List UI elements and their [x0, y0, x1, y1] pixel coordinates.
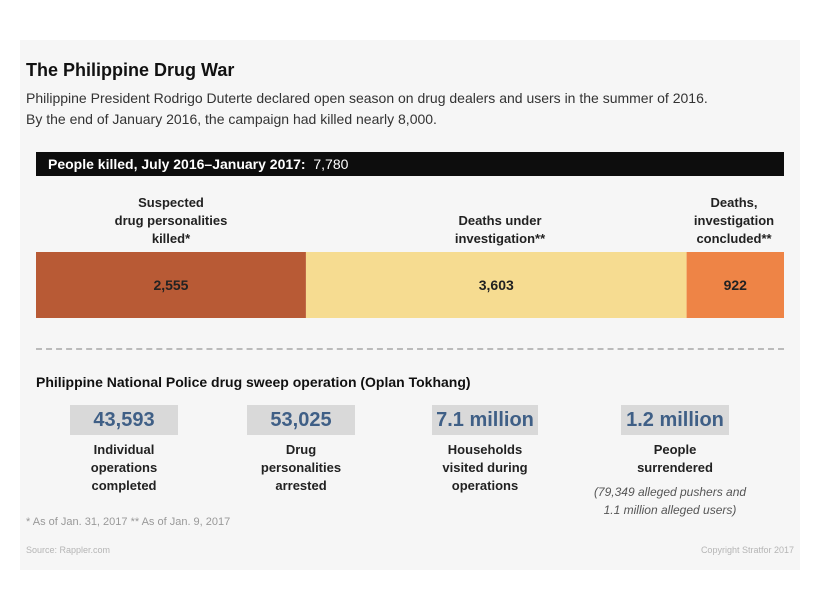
category-label-line: drug personalities	[114, 213, 228, 228]
copyright: Copyright Stratfor 2017	[700, 545, 794, 555]
stat-label-line: operations	[90, 460, 158, 475]
divider	[36, 348, 784, 350]
stat-label-line: completed	[91, 478, 157, 493]
stat-surrendered-value: 1.2 million	[621, 405, 729, 435]
subtitle: Philippine President Rodrigo Duterte dec…	[26, 88, 786, 130]
category-label-line: Suspected	[138, 195, 204, 210]
stat-households-label: Households visited during operations	[425, 441, 545, 495]
page-title: The Philippine Drug War	[26, 60, 235, 80]
stat-label-line: visited during	[442, 460, 528, 475]
bar-value-label-0: 2,555	[153, 277, 188, 293]
category-label-line: killed*	[151, 231, 191, 246]
surrendered-note: (79,349 alleged pushers and 1.1 million …	[580, 483, 760, 519]
bar-value-label-1: 3,603	[479, 277, 514, 293]
stat-label-line: surrendered	[637, 460, 713, 475]
stat-arrested-value: 53,025	[247, 405, 355, 435]
bar-segment-0	[36, 252, 306, 318]
stat-label-line: People	[653, 442, 697, 457]
category-label-line: Deaths,	[710, 195, 758, 210]
stat-label-line: operations	[451, 478, 519, 493]
note-line: (79,349 alleged pushers and	[593, 485, 747, 499]
stat-label-line: Drug	[285, 442, 317, 457]
subtitle-line-2: By the end of January 2016, the campaign…	[26, 111, 437, 127]
stat-label-line: personalities	[260, 460, 342, 475]
category-label-line: investigation	[693, 213, 775, 228]
bar-value-label-2: 922	[724, 277, 748, 293]
category-label-under-investigation: Deaths under investigation**	[425, 212, 575, 248]
stat-label-line: arrested	[275, 478, 327, 493]
category-label-suspected: Suspected drug personalities killed*	[96, 194, 246, 248]
footnotes: * As of Jan. 31, 2017 ** As of Jan. 9, 2…	[26, 516, 231, 528]
pnp-section-title: Philippine National Police drug sweep op…	[36, 374, 471, 390]
category-label-line: concluded**	[696, 231, 772, 246]
stat-operations-label: Individual operations completed	[64, 441, 184, 495]
bar-segment-1	[305, 252, 687, 318]
category-label-line: Deaths under	[458, 213, 542, 228]
bar-segment-2	[686, 252, 784, 318]
category-label-concluded: Deaths, investigation concluded**	[676, 194, 792, 248]
subtitle-line-1: Philippine President Rodrigo Duterte dec…	[26, 90, 708, 106]
total-killed-value: 7,780	[313, 156, 349, 172]
source-credit: Source: Rappler.com	[26, 545, 111, 555]
stat-surrendered-label: People surrendered	[615, 441, 735, 477]
stat-label-line: Individual	[93, 442, 155, 457]
stat-operations-value: 43,593	[70, 405, 178, 435]
stat-arrested-label: Drug personalities arrested	[241, 441, 361, 495]
category-label-line: investigation**	[454, 231, 546, 246]
stat-households-value: 7.1 million	[432, 405, 538, 435]
total-killed-header: People killed, July 2016–January 2017: 7…	[36, 152, 784, 176]
total-killed-title: People killed, July 2016–January 2017:	[48, 156, 306, 172]
stat-label-line: Households	[447, 442, 523, 457]
note-line: 1.1 million alleged users)	[603, 503, 737, 517]
